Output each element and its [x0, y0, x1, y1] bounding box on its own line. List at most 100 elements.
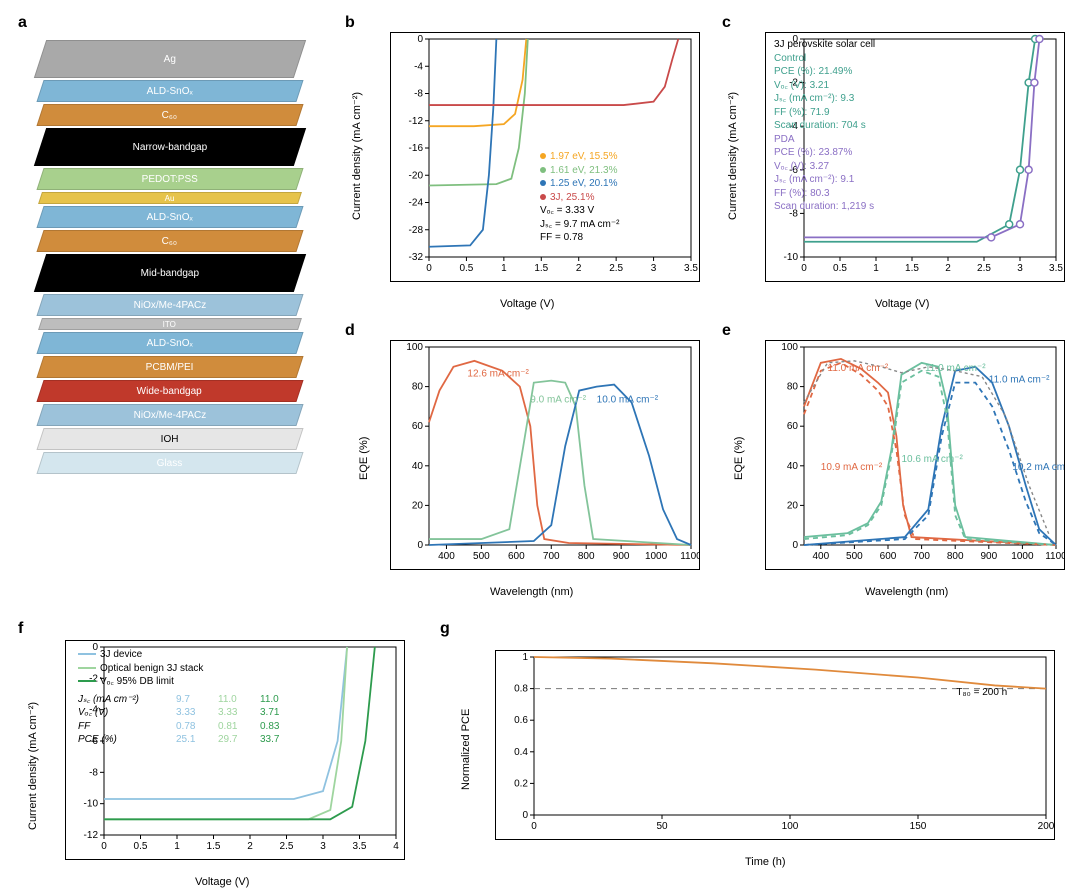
layer-10: ITO — [38, 318, 302, 330]
svg-text:700: 700 — [543, 551, 560, 562]
svg-text:2.5: 2.5 — [280, 841, 294, 852]
svg-text:0: 0 — [417, 540, 423, 551]
svg-text:1: 1 — [501, 263, 507, 274]
svg-text:1.5: 1.5 — [534, 263, 548, 274]
svg-text:700: 700 — [913, 551, 930, 562]
svg-text:2.5: 2.5 — [609, 263, 623, 274]
svg-text:4: 4 — [393, 841, 399, 852]
svg-text:0.2: 0.2 — [514, 778, 528, 789]
svg-text:60: 60 — [787, 421, 799, 432]
svg-text:-8: -8 — [414, 89, 423, 100]
svg-text:0: 0 — [101, 841, 107, 852]
svg-text:11.0 mA cm⁻²: 11.0 mA cm⁻² — [989, 375, 1050, 386]
svg-text:100: 100 — [406, 342, 423, 353]
svg-text:10.9 mA cm⁻²: 10.9 mA cm⁻² — [821, 462, 883, 473]
svg-text:40: 40 — [412, 461, 424, 472]
svg-text:-12: -12 — [409, 116, 424, 127]
svg-text:11.0 mA cm⁻²: 11.0 mA cm⁻² — [925, 363, 986, 374]
svg-text:1000: 1000 — [645, 551, 668, 562]
svg-text:3: 3 — [651, 263, 657, 274]
svg-text:0: 0 — [531, 821, 537, 832]
svg-text:12.6 mA cm⁻²: 12.6 mA cm⁻² — [467, 369, 529, 380]
layer-3: Narrow-bandgap — [34, 128, 306, 166]
svg-text:-24: -24 — [409, 198, 424, 209]
ylabel-b: Current density (mA cm⁻²) — [350, 92, 363, 220]
svg-text:500: 500 — [846, 551, 863, 562]
svg-text:400: 400 — [812, 551, 829, 562]
svg-text:10.2 mA cm⁻²: 10.2 mA cm⁻² — [1012, 462, 1064, 473]
ylabel-c: Current density (mA cm⁻²) — [726, 92, 739, 220]
svg-text:1: 1 — [174, 841, 180, 852]
svg-text:100: 100 — [781, 342, 798, 353]
layer-7: C₆₀ — [36, 230, 303, 252]
svg-text:1.5: 1.5 — [905, 263, 919, 274]
label-d: d — [345, 322, 355, 340]
svg-text:2: 2 — [576, 263, 582, 274]
svg-text:11.0 mA cm⁻²: 11.0 mA cm⁻² — [828, 363, 889, 374]
layer-9: NiOx/Me-4PACz — [36, 294, 303, 316]
svg-text:10.6 mA cm⁻²: 10.6 mA cm⁻² — [901, 454, 963, 465]
svg-text:3: 3 — [320, 841, 326, 852]
layer-15: IOH — [36, 428, 303, 450]
svg-text:20: 20 — [412, 500, 424, 511]
label-a: a — [18, 14, 27, 32]
svg-text:20: 20 — [787, 500, 799, 511]
svg-text:-28: -28 — [409, 225, 424, 236]
layer-6: ALD-SnOₓ — [36, 206, 303, 228]
svg-text:800: 800 — [947, 551, 964, 562]
svg-text:9.0 mA cm⁻²: 9.0 mA cm⁻² — [530, 394, 587, 405]
device-stack: AgALD-SnOₓC₆₀Narrow-bandgapPEDOT:PSSAuAL… — [40, 40, 300, 476]
svg-text:3: 3 — [1017, 263, 1023, 274]
layer-5: Au — [38, 192, 302, 204]
eqe-chart-e: 400 500 600 700 800 900 1000 1100 0 20 40 60 80 100 11… — [765, 340, 1065, 570]
svg-text:0.5: 0.5 — [833, 263, 847, 274]
svg-text:0: 0 — [522, 810, 528, 821]
svg-text:-12: -12 — [84, 830, 99, 841]
svg-text:T₈₀ = 200 h: T₈₀ = 200 h — [956, 687, 1007, 698]
xlabel-g: Time (h) — [745, 856, 786, 868]
svg-text:0: 0 — [417, 34, 423, 45]
label-f: f — [18, 620, 23, 638]
svg-text:2: 2 — [247, 841, 253, 852]
layer-8: Mid-bandgap — [34, 254, 306, 292]
layer-1: ALD-SnOₓ — [36, 80, 303, 102]
svg-text:-20: -20 — [409, 170, 424, 181]
svg-text:1100: 1100 — [1045, 551, 1064, 562]
results-text-c: 3J perovskite solar cellControlPCE (%): … — [774, 38, 974, 214]
svg-text:1: 1 — [873, 263, 879, 274]
eqe-chart-d: 4005006007008009001000110002040608010012… — [390, 340, 700, 570]
svg-text:40: 40 — [787, 461, 799, 472]
svg-text:900: 900 — [980, 551, 997, 562]
svg-text:100: 100 — [782, 821, 799, 832]
layer-12: PCBM/PEI — [36, 356, 303, 378]
svg-text:0.8: 0.8 — [514, 684, 528, 695]
xlabel-b: Voltage (V) — [500, 298, 554, 310]
label-e: e — [722, 322, 731, 340]
ylabel-g: Normalized PCE — [460, 709, 472, 790]
svg-text:200: 200 — [1038, 821, 1054, 832]
layer-16: Glass — [36, 452, 303, 474]
layer-2: C₆₀ — [36, 104, 303, 126]
svg-text:3.5: 3.5 — [1049, 263, 1063, 274]
svg-text:-10: -10 — [784, 252, 799, 263]
svg-text:0.4: 0.4 — [514, 747, 528, 758]
svg-text:1100: 1100 — [680, 551, 699, 562]
xlabel-c: Voltage (V) — [875, 298, 929, 310]
svg-text:600: 600 — [880, 551, 897, 562]
layer-4: PEDOT:PSS — [36, 168, 303, 190]
svg-text:0: 0 — [792, 540, 798, 551]
svg-text:1: 1 — [522, 652, 528, 663]
svg-text:400: 400 — [438, 551, 455, 562]
svg-text:80: 80 — [787, 382, 799, 393]
svg-text:60: 60 — [412, 421, 424, 432]
layer-14: NiOx/Me-4PACz — [36, 404, 303, 426]
svg-text:-8: -8 — [89, 767, 98, 778]
ylabel-e: EQE (%) — [733, 437, 745, 480]
svg-text:800: 800 — [578, 551, 595, 562]
xlabel-e: Wavelength (nm) — [865, 586, 948, 598]
ylabel-f: Current density (mA cm⁻²) — [26, 702, 39, 830]
xlabel-f: Voltage (V) — [195, 876, 249, 888]
svg-text:1000: 1000 — [1011, 551, 1034, 562]
legend-b: 1.97 eV, 15.5%1.61 eV, 21.3%1.25 eV, 20.… — [540, 150, 710, 245]
svg-text:0.6: 0.6 — [514, 715, 528, 726]
